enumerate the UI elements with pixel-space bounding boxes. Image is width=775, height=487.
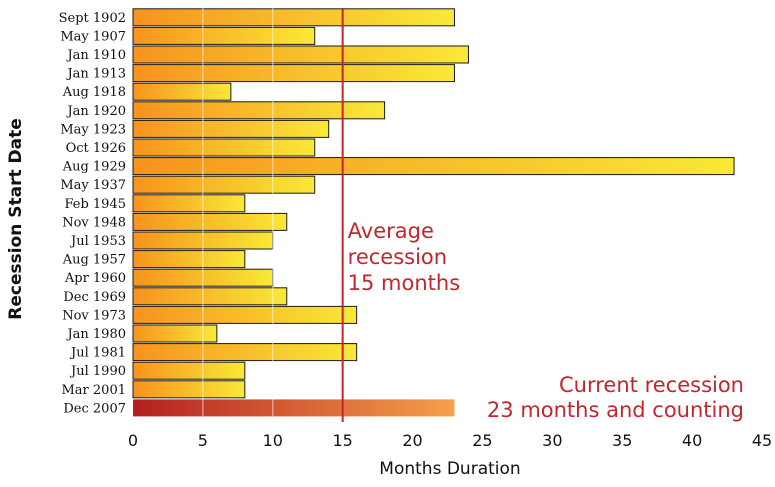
- category-label: Nov 1973: [62, 308, 126, 323]
- category-label: Jan 1913: [65, 67, 126, 82]
- category-labels: Sept 1902 May 1907 Jan 1910 Jan 1913 Aug 191…: [59, 11, 126, 417]
- bar-nov-1948: [132, 212, 288, 231]
- current-recession-annotation-line: 23 months and counting: [487, 398, 744, 422]
- category-label: Aug 1957: [62, 253, 126, 268]
- bar-nov-1973: [132, 305, 358, 324]
- bar-jan-1910: [132, 45, 469, 64]
- x-tick-label: 10: [263, 431, 283, 450]
- x-tick-label: 20: [402, 431, 422, 450]
- bar-oct-1926: [132, 138, 316, 157]
- bar-sept-1902: [132, 8, 455, 27]
- bar-aug-1957: [132, 250, 246, 269]
- bar-jul-1990: [132, 361, 246, 380]
- category-label: Jul 1990: [69, 364, 126, 379]
- category-label: Jul 1953: [69, 234, 126, 249]
- bar-may-1923: [132, 119, 330, 138]
- x-tick-label: 40: [682, 431, 702, 450]
- category-label: Sept 1902: [59, 11, 126, 26]
- x-tick-label: 30: [542, 431, 562, 450]
- category-label: May 1937: [60, 178, 126, 193]
- category-label: Feb 1945: [64, 197, 126, 212]
- category-label: Aug 1918: [62, 85, 126, 100]
- gridlines-over-bars: [202, 8, 274, 422]
- average-annotation-line: recession: [348, 245, 447, 269]
- category-label: Oct 1926: [66, 141, 126, 156]
- bar-dec-2007: [133, 399, 455, 417]
- category-label: Jan 1920: [65, 104, 126, 119]
- category-label: Nov 1948: [62, 215, 126, 230]
- bar-aug-1929: [132, 157, 735, 176]
- category-label: Aug 1929: [62, 160, 126, 175]
- bar-feb-1945: [132, 194, 246, 213]
- x-tick-label: 25: [472, 431, 492, 450]
- category-label: Jan 1980: [65, 327, 126, 342]
- category-label: Dec 1969: [63, 290, 126, 305]
- category-label: Apr 1960: [64, 271, 126, 286]
- y-axis-title: Recession Start Date: [6, 118, 26, 320]
- average-annotation-line: 15 months: [348, 271, 461, 295]
- x-tick-label: 15: [332, 431, 352, 450]
- category-label: May 1907: [60, 29, 126, 44]
- bars: [132, 8, 735, 417]
- current-recession-annotation-line: Current recession: [559, 373, 744, 397]
- category-label: Mar 2001: [62, 383, 127, 398]
- bar-jan-1980: [132, 324, 218, 343]
- x-tick-label: 35: [612, 431, 632, 450]
- category-label: Jan 1910: [65, 48, 126, 63]
- bar-mar-2001: [132, 380, 246, 399]
- x-tick-label: 0: [128, 431, 138, 450]
- bar-may-1907: [132, 26, 316, 45]
- bar-dec-1969: [132, 287, 288, 306]
- category-label: May 1923: [60, 122, 126, 137]
- bar-may-1937: [132, 175, 316, 194]
- bar-jan-1913: [132, 64, 455, 83]
- x-axis-title: Months Duration: [379, 459, 520, 479]
- bar-jul-1981: [132, 343, 358, 362]
- x-tick-labels: 0 5 10 15 20 25 30 35 40 45: [128, 431, 772, 450]
- average-annotation-line: Average: [348, 219, 434, 243]
- x-tick-label: 45: [752, 431, 772, 450]
- category-label: Jul 1981: [69, 346, 126, 361]
- bar-aug-1918: [132, 82, 232, 101]
- bar-jan-1920: [132, 101, 386, 120]
- x-tick-label: 5: [198, 431, 208, 450]
- category-label: Dec 2007: [63, 401, 126, 416]
